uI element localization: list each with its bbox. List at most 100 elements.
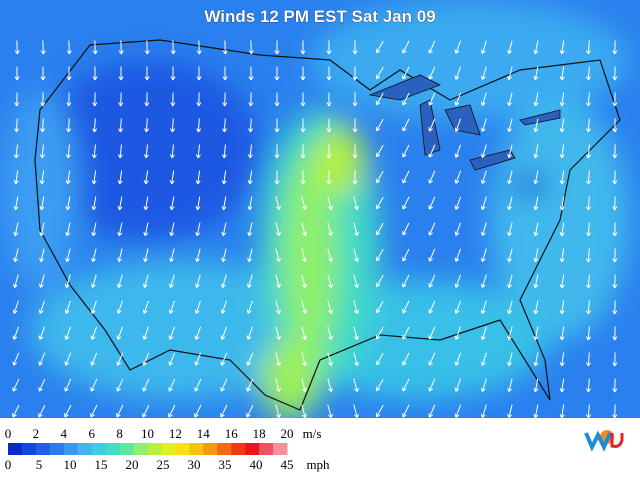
wind-arrow <box>612 378 618 393</box>
wind-arrow <box>480 144 487 158</box>
wind-arrow <box>454 170 462 184</box>
wind-arrow <box>428 274 436 288</box>
wind-arrow <box>612 352 618 367</box>
wind-arrow <box>168 378 176 392</box>
wind-arrow <box>612 40 618 55</box>
ms-label: 18 <box>253 426 266 441</box>
wind-arrow <box>454 222 462 236</box>
wind-arrow <box>586 326 591 341</box>
wind-arrow <box>612 196 618 211</box>
wind-arrow <box>612 144 618 159</box>
wind-arrow <box>222 40 228 55</box>
wind-arrow <box>454 92 462 106</box>
wind-arrow <box>90 300 97 314</box>
wind-arrow <box>559 196 565 211</box>
wind-arrow <box>480 352 487 366</box>
wind-arrow <box>375 404 384 418</box>
wind-arrow <box>116 326 124 340</box>
wind-arrow <box>275 378 281 393</box>
wind-arrow <box>168 352 176 366</box>
wind-arrow <box>375 300 384 314</box>
wind-arrow <box>375 196 384 210</box>
wind-arrow <box>248 40 254 55</box>
wind-arrow <box>274 66 280 81</box>
wind-arrow <box>612 274 618 289</box>
wind-arrow <box>12 326 20 340</box>
wind-arrow <box>13 248 19 263</box>
wind-arrow <box>118 66 124 81</box>
wind-arrow <box>39 222 45 237</box>
wind-arrow <box>428 196 436 210</box>
wind-arrow <box>247 170 253 185</box>
great-lakes <box>368 74 561 171</box>
wind-arrow <box>402 404 410 418</box>
wind-arrow <box>586 404 591 418</box>
wind-arrow <box>90 404 98 418</box>
legend-swatch <box>63 443 79 455</box>
wind-arrow <box>220 378 228 392</box>
wind-arrow <box>39 144 45 159</box>
wind-arrow <box>168 274 175 289</box>
wind-arrow <box>375 274 384 288</box>
wind-arrow <box>375 170 384 184</box>
wind-arrow <box>375 66 384 80</box>
wind-arrow <box>222 92 228 107</box>
wind-arrow <box>559 352 565 367</box>
wind-arrow <box>117 222 123 237</box>
wind-arrow <box>194 274 201 289</box>
legend-swatch <box>8 443 23 455</box>
wind-arrow <box>221 144 227 159</box>
wind-arrow <box>300 144 306 159</box>
mph-label: 40 <box>250 457 263 472</box>
wind-arrow <box>612 170 618 185</box>
wind-arrow <box>221 170 227 185</box>
wind-arrow <box>38 274 45 289</box>
wind-arrow <box>117 196 123 211</box>
wind-arrow <box>480 222 487 236</box>
wind-arrow <box>300 66 306 81</box>
legend-swatch <box>105 443 121 455</box>
wind-arrow <box>91 248 97 263</box>
wind-arrow <box>13 144 19 159</box>
legend-swatch <box>273 443 288 455</box>
wind-arrow <box>196 66 202 81</box>
wind-arrow <box>13 222 19 237</box>
mph-label: 15 <box>95 457 108 472</box>
wind-arrow <box>142 300 149 314</box>
wind-arrow <box>12 404 20 418</box>
wind-arrow <box>454 300 462 314</box>
wind-arrow <box>507 352 513 367</box>
wind-arrow <box>375 144 384 158</box>
wind-arrow <box>428 248 436 262</box>
wind-arrow <box>507 118 513 133</box>
wind-arrow <box>586 40 591 55</box>
wind-arrow <box>194 404 202 418</box>
ms-label: 6 <box>88 426 95 441</box>
wind-arrow <box>116 300 123 314</box>
legend-swatch <box>231 443 246 455</box>
wind-arrow <box>275 352 281 367</box>
wind-arrow <box>64 352 72 366</box>
mph-label: 35 <box>219 457 232 472</box>
wind-arrow <box>402 196 410 210</box>
wind-arrow <box>38 378 46 392</box>
legend-swatch <box>147 443 162 455</box>
wind-arrow <box>327 196 333 211</box>
mph-label: 25 <box>157 457 170 472</box>
wind-arrow <box>402 300 410 314</box>
mph-label: 0 <box>5 457 12 472</box>
wind-arrow <box>196 118 202 133</box>
wind-arrow <box>352 40 358 55</box>
wind-arrow <box>116 404 124 418</box>
wind-arrow <box>142 404 150 418</box>
wind-arrow <box>301 196 307 211</box>
wind-arrow <box>559 274 565 289</box>
wind-arrow <box>586 196 591 211</box>
wind-arrow <box>117 248 123 263</box>
wind-arrow <box>116 352 124 366</box>
wind-arrow <box>274 144 280 159</box>
legend-swatch <box>175 443 190 455</box>
wind-arrow <box>326 92 332 107</box>
wind-arrow <box>507 378 513 393</box>
wind-arrow <box>195 196 201 211</box>
